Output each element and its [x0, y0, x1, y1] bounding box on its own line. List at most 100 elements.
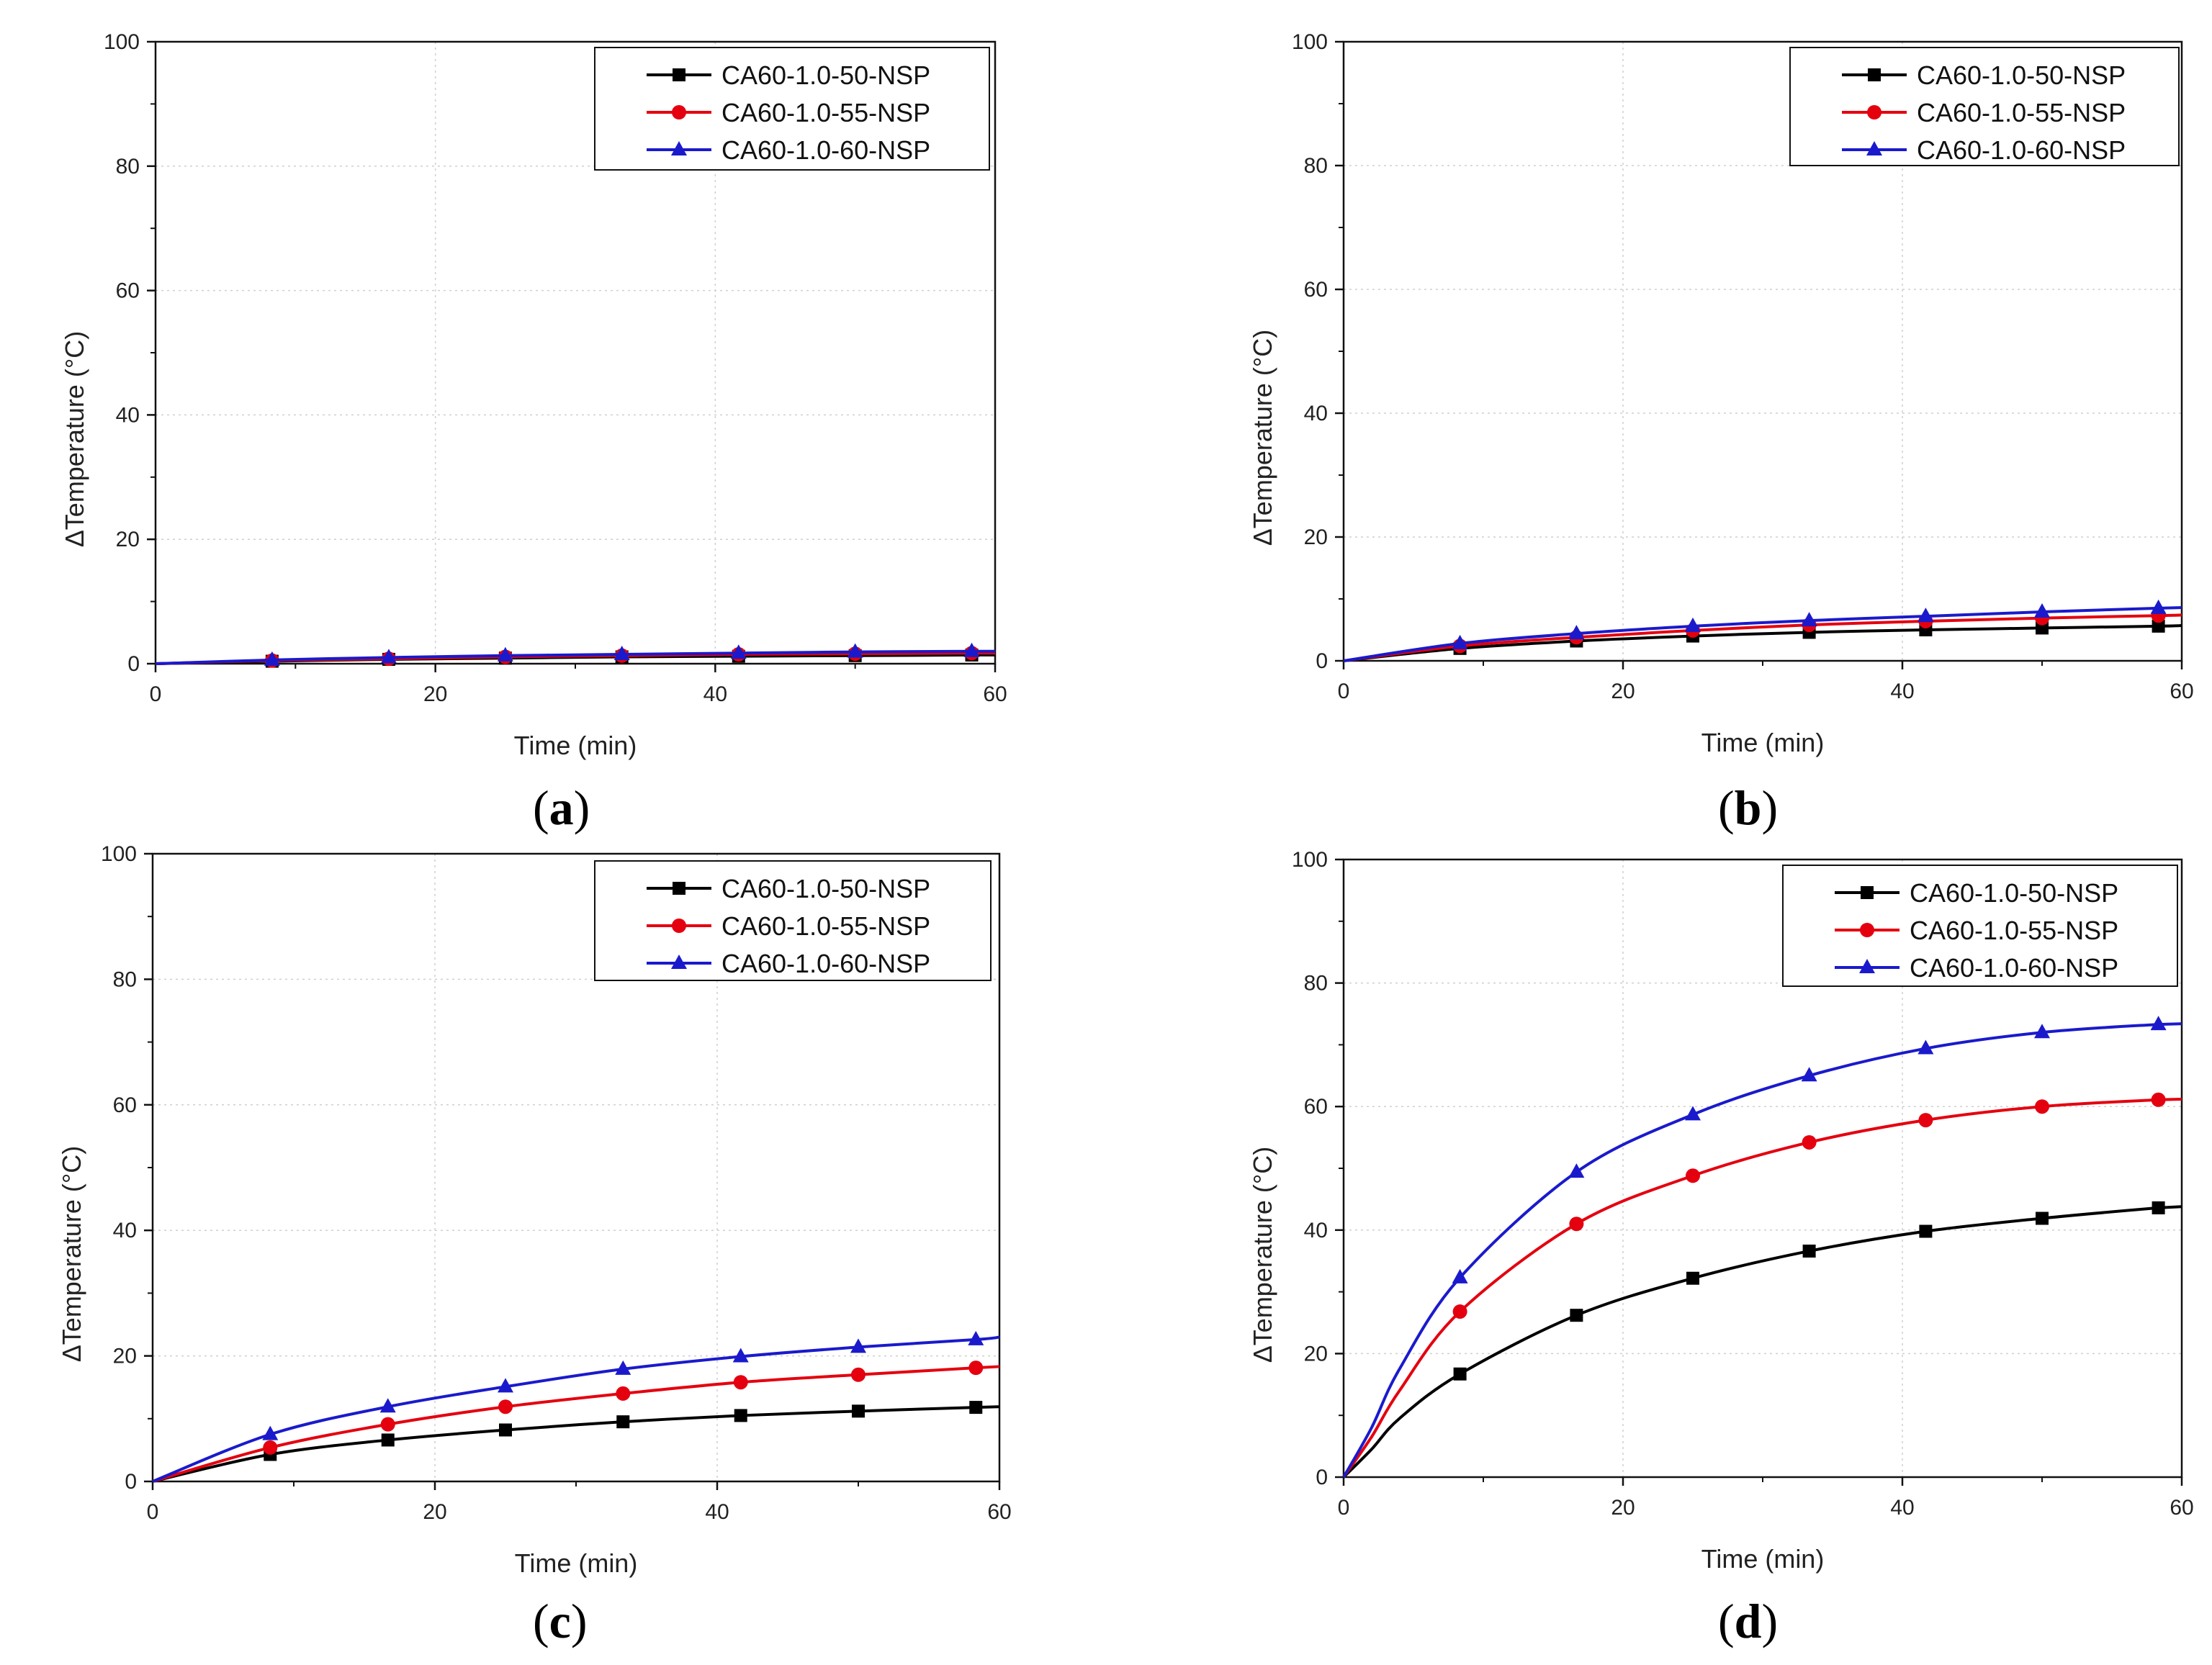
- series-2: [1342, 1016, 2182, 1478]
- data-point: [1917, 1039, 1934, 1055]
- legend-label: CA60-1.0-60-NSP: [721, 949, 930, 978]
- x-tick-label: 20: [423, 1500, 446, 1524]
- panel-label-open: (: [1718, 780, 1735, 835]
- y-tick-label: 60: [113, 1093, 137, 1117]
- x-tick-label: 0: [1338, 680, 1350, 703]
- data-point: [1452, 1304, 1467, 1319]
- x-tick-label: 20: [1611, 1496, 1635, 1520]
- panel-label-open: (: [533, 780, 549, 835]
- y-tick-label: 20: [113, 1345, 137, 1368]
- legend-label: CA60-1.0-50-NSP: [1917, 60, 2126, 90]
- panel-label: (a): [533, 780, 590, 835]
- data-point: [380, 1417, 395, 1432]
- data-point: [1452, 634, 1468, 649]
- legend-marker: [672, 105, 686, 119]
- legend-marker: [1861, 886, 1874, 899]
- data-point: [498, 1378, 513, 1393]
- y-tick-label: 0: [1316, 1466, 1328, 1489]
- series-line: [152, 1405, 1000, 1483]
- legend-label: CA60-1.0-60-NSP: [1917, 135, 2126, 165]
- legend-marker: [671, 955, 687, 969]
- data-point: [963, 642, 980, 657]
- data-point: [615, 1360, 631, 1375]
- data-point: [2034, 1024, 2050, 1039]
- data-point: [613, 646, 630, 661]
- data-point: [969, 1401, 983, 1414]
- legend: CA60-1.0-50-NSP CA60-1.0-55-NSP CA60-1.0-6…: [1782, 865, 2178, 987]
- legend-label: CA60-1.0-55-NSP: [721, 911, 930, 941]
- data-point: [730, 644, 747, 659]
- series-line: [1343, 606, 2182, 662]
- data-point: [1453, 1367, 1467, 1381]
- panel-label: (d): [1718, 1594, 1778, 1648]
- y-tick-label: 0: [125, 1470, 137, 1494]
- data-point: [851, 1367, 866, 1382]
- panel-label-close: ): [1761, 1594, 1778, 1648]
- data-point: [381, 1433, 395, 1447]
- y-tick-label: 100: [1292, 30, 1328, 54]
- panel-label: (b): [1718, 780, 1778, 835]
- y-tick-label: 0: [1316, 649, 1328, 673]
- x-tick-label: 60: [987, 1500, 1011, 1524]
- data-point: [616, 1415, 630, 1429]
- legend-marker: [1868, 68, 1881, 81]
- data-point: [1801, 612, 1817, 627]
- data-point: [1685, 617, 1701, 632]
- data-point: [497, 646, 513, 662]
- data-point: [1569, 1217, 1584, 1232]
- data-point: [264, 651, 280, 666]
- x-tick-label: 60: [983, 682, 1007, 706]
- data-point: [847, 643, 863, 658]
- y-tick-label: 60: [116, 279, 140, 303]
- data-point: [733, 1375, 748, 1390]
- panel-label-close: ): [574, 780, 590, 835]
- panel-label-letter: c: [549, 1594, 571, 1648]
- chart-panel-c: 0 20 40 60 80 100 0 20 40 60 Time (min) ΔTemperatur…: [57, 842, 1012, 1648]
- data-point: [1568, 1163, 1585, 1178]
- legend: CA60-1.0-50-NSP CA60-1.0-55-NSP CA60-1.0-6…: [594, 47, 990, 171]
- data-point: [2036, 1211, 2049, 1225]
- y-tick-label: 0: [127, 652, 140, 676]
- y-axis-label: ΔTemperature (°C): [60, 331, 89, 548]
- data-point: [616, 1386, 631, 1401]
- x-axis-label: Time (min): [514, 731, 637, 760]
- y-tick-label: 80: [1304, 154, 1328, 178]
- data-point: [1452, 1268, 1468, 1283]
- x-tick-label: 0: [147, 1500, 159, 1524]
- legend: CA60-1.0-50-NSP CA60-1.0-55-NSP CA60-1.0-6…: [1789, 47, 2180, 166]
- y-tick-label: 40: [1304, 1219, 1328, 1242]
- legend-box: [1789, 47, 2180, 166]
- data-point: [262, 1425, 279, 1440]
- data-point: [2152, 1201, 2165, 1214]
- x-tick-label: 40: [1890, 1496, 1914, 1520]
- y-tick-label: 100: [104, 30, 140, 54]
- legend-marker: [671, 141, 687, 155]
- legend-label: CA60-1.0-50-NSP: [721, 60, 930, 90]
- data-point: [2150, 1016, 2167, 1031]
- x-tick-label: 60: [2170, 680, 2193, 703]
- data-point: [499, 1423, 512, 1437]
- y-tick-label: 40: [116, 403, 140, 427]
- chart-panel-b: 0 20 40 60 80 100 0 20 40 60 Time (min) ΔTemperatur…: [1248, 30, 2194, 835]
- series-line: [155, 649, 995, 665]
- data-point: [263, 1440, 278, 1455]
- data-point: [1919, 1224, 1933, 1238]
- panel-label-open: (: [1718, 1594, 1735, 1648]
- panel-label-letter: d: [1735, 1594, 1762, 1648]
- data-point: [850, 1338, 866, 1353]
- legend-label: CA60-1.0-60-NSP: [1910, 953, 2118, 983]
- y-axis-label: ΔTemperature (°C): [1248, 330, 1277, 546]
- data-point: [2036, 621, 2049, 635]
- legend-marker: [1866, 141, 1882, 155]
- y-tick-label: 20: [116, 528, 140, 551]
- data-point: [2150, 599, 2167, 614]
- series-2: [155, 642, 995, 666]
- series-1: [152, 1361, 1000, 1483]
- data-point: [1686, 1168, 1700, 1183]
- data-point: [732, 1348, 749, 1363]
- x-axis-label: Time (min): [1701, 728, 1825, 757]
- data-point: [852, 1404, 865, 1418]
- series-line: [1343, 613, 2182, 662]
